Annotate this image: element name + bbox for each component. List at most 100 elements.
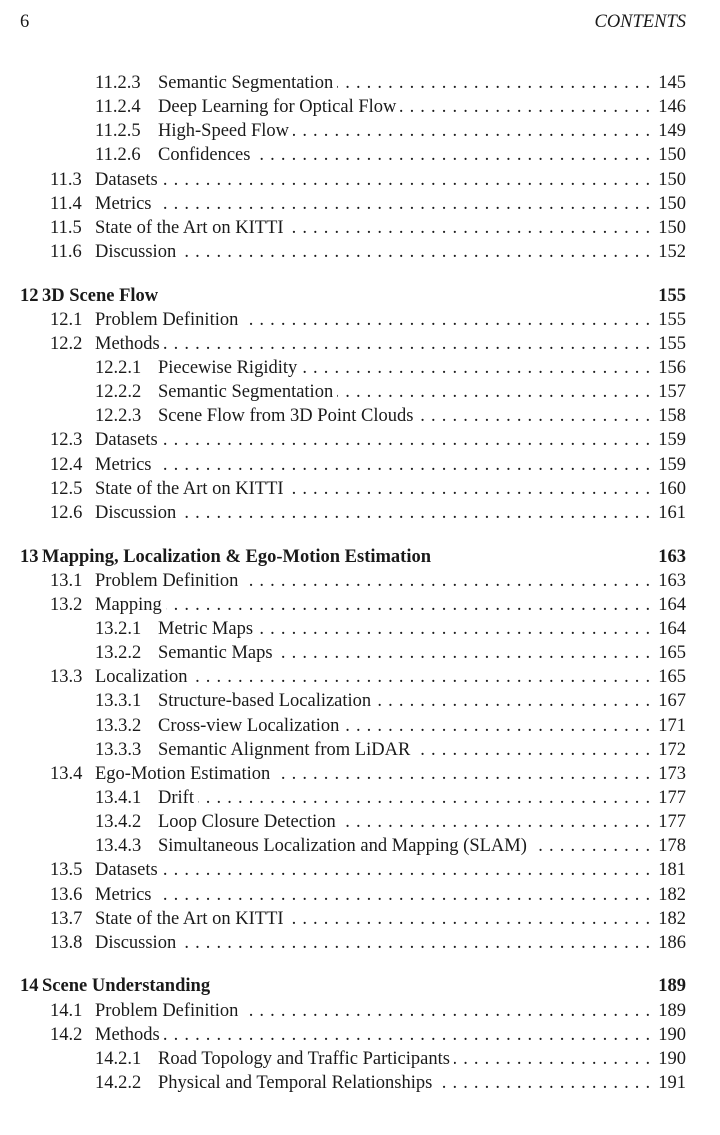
entry-number: 13.2.2: [95, 643, 142, 664]
entry-page: 172: [658, 739, 686, 760]
dot-leader: ........................................…: [288, 217, 657, 238]
entry-number: 13.2.1: [95, 618, 142, 639]
toc-entry[interactable]: 13.2 Mapping.............................…: [0, 593, 720, 617]
toc-entry[interactable]: 13.4 Ego-Motion Estimation...............…: [0, 762, 720, 786]
toc-entry[interactable]: 11.2.4 Deep Learning for Optical Flow....…: [0, 95, 720, 119]
toc-entry[interactable]: 14.2 Methods.............................…: [0, 1023, 720, 1047]
entry-number: 12.2.3: [95, 406, 142, 427]
entry-page: 146: [658, 97, 686, 118]
entry-title: Datasets: [95, 860, 158, 881]
toc-entry[interactable]: 13.3 Localization........................…: [0, 665, 720, 689]
entry-number: 13.4.1: [95, 787, 142, 808]
toc-entry[interactable]: 13.4.2 Loop Closure Detection............…: [0, 810, 720, 834]
toc-entry[interactable]: 11.2.3 Semantic Segmentation.............…: [0, 71, 720, 95]
entry-number: 12.2.2: [95, 382, 142, 403]
toc-entry[interactable]: 13.2.1 Metric Maps.......................…: [0, 617, 720, 641]
entry-page: 189: [658, 1000, 686, 1021]
toc-entry[interactable]: 13.1 Problem Definition..................…: [0, 569, 720, 593]
toc-entry[interactable]: 14.2.1 Road Topology and Traffic Particip…: [0, 1047, 720, 1071]
entry-page: 150: [658, 217, 686, 238]
toc-entry[interactable]: 13.6 Metrics.............................…: [0, 883, 720, 907]
entry-page: 157: [658, 382, 686, 403]
entry-page: 182: [658, 908, 686, 929]
entry-page: 155: [658, 309, 686, 330]
dot-leader: ........................................…: [375, 691, 657, 712]
toc-entry[interactable]: 11.2.6 Confidences.......................…: [0, 143, 720, 167]
entry-page: 163: [658, 570, 686, 591]
toc-entry[interactable]: 13.3.1 Structure-based Localization......…: [0, 689, 720, 713]
entry-title: Confidences: [158, 145, 251, 166]
entry-page: 159: [658, 454, 686, 475]
dot-leader: ........................................…: [162, 169, 657, 190]
entry-page: 173: [658, 763, 686, 784]
entry-title: Metrics: [95, 193, 152, 214]
dot-leader: ........................................…: [156, 454, 657, 475]
toc-entry[interactable]: 11.2.5 High-Speed Flow...................…: [0, 119, 720, 143]
entry-number: 13.7: [50, 908, 83, 929]
toc-entry[interactable]: 11.4 Metrics.............................…: [0, 192, 720, 216]
entry-page: 163: [658, 546, 686, 567]
toc-entry[interactable]: 12.2.3 Scene Flow from 3D Point Clouds...…: [0, 404, 720, 428]
toc-entry[interactable]: 13.7 State of the Art on KITTI...........…: [0, 907, 720, 931]
dot-leader: ........................................…: [162, 860, 657, 881]
toc-entry[interactable]: 13.3.2 Cross-view Localization...........…: [0, 714, 720, 738]
entry-number: 12.2: [50, 333, 83, 354]
toc-entry[interactable]: 13.4.3 Simultaneous Localization and Mapp…: [0, 834, 720, 858]
toc-entry[interactable]: 13.3.3 Semantic Alignment from LiDAR.....…: [0, 738, 720, 762]
entry-page: 158: [658, 406, 686, 427]
entry-page: 150: [658, 193, 686, 214]
entry-number: 11.6: [50, 241, 82, 262]
dot-leader: ........................................…: [242, 309, 657, 330]
entry-title: Structure-based Localization: [158, 691, 372, 712]
toc-entry[interactable]: 12.3 Datasets............................…: [0, 428, 720, 452]
toc-entry[interactable]: 12.2 Methods.............................…: [0, 332, 720, 356]
toc-entry[interactable]: 12.2.1 Piecewise Rigidity................…: [0, 356, 720, 380]
entry-page: 165: [658, 667, 686, 688]
entry-number: 14.2.2: [95, 1072, 142, 1093]
entry-page: 181: [658, 860, 686, 881]
entry-number: 12.5: [50, 478, 83, 499]
toc-entry[interactable]: 11.6 Discussion..........................…: [0, 240, 720, 264]
toc-entry[interactable]: 12.1 Problem Definition..................…: [0, 308, 720, 332]
dot-leader: ........................................…: [337, 73, 657, 93]
dot-leader: ........................................…: [242, 570, 657, 591]
entry-number: 14: [20, 976, 39, 997]
toc-entry[interactable]: 14.2.2 Physical and Temporal Relationship…: [0, 1071, 720, 1095]
toc-entry[interactable]: 12.5 State of the Art on KITTI...........…: [0, 477, 720, 501]
table-of-contents: 11.2.3 Semantic Segmentation.............…: [0, 71, 720, 1095]
entry-number: 12: [20, 285, 39, 306]
toc-chapter[interactable]: 12 3D Scene Flow 155: [0, 284, 720, 308]
entry-title: Localization: [95, 667, 188, 688]
entry-title: State of the Art on KITTI: [95, 217, 284, 238]
toc-entry[interactable]: 13.4.1 Drift.............................…: [0, 786, 720, 810]
dot-leader: ........................................…: [274, 763, 657, 784]
toc-entry[interactable]: 14.1 Problem Definition..................…: [0, 999, 720, 1023]
entry-page: 167: [658, 691, 686, 712]
dot-leader: ........................................…: [339, 812, 657, 833]
entry-title: Simultaneous Localization and Mapping (S…: [158, 836, 527, 857]
entry-page: 149: [658, 121, 686, 142]
entry-title: Physical and Temporal Relationships: [158, 1072, 433, 1093]
entry-title: Methods: [95, 1024, 160, 1045]
toc-entry[interactable]: 13.8 Discussion..........................…: [0, 931, 720, 955]
toc-entry[interactable]: 13.5 Datasets............................…: [0, 858, 720, 882]
entry-number: 11.3: [50, 169, 82, 190]
toc-entry[interactable]: 12.2.2 Semantic Segmentation.............…: [0, 380, 720, 404]
entry-number: 11.5: [50, 217, 82, 238]
toc-entry[interactable]: 12.6 Discussion..........................…: [0, 501, 720, 525]
toc-entry[interactable]: 13.2.2 Semantic Maps.....................…: [0, 641, 720, 665]
toc-entry[interactable]: 12.4 Metrics.............................…: [0, 453, 720, 477]
page-number: 6: [20, 12, 30, 32]
dot-leader: ........................................…: [254, 145, 657, 166]
toc-chapter[interactable]: 13 Mapping, Localization & Ego-Motion Est…: [0, 545, 720, 569]
entry-number: 11.2.3: [95, 73, 141, 93]
entry-page: 152: [658, 241, 686, 262]
toc-chapter[interactable]: 14 Scene Understanding 189: [0, 974, 720, 998]
dot-leader: ........................................…: [301, 358, 657, 379]
toc-entry[interactable]: 11.5 State of the Art on KITTI...........…: [0, 216, 720, 240]
dot-leader: ........................................…: [337, 382, 657, 403]
toc-entry[interactable]: 11.3 Datasets............................…: [0, 168, 720, 192]
running-title: CONTENTS: [594, 12, 686, 32]
entry-title: Datasets: [95, 430, 158, 451]
entry-page: 164: [658, 618, 686, 639]
